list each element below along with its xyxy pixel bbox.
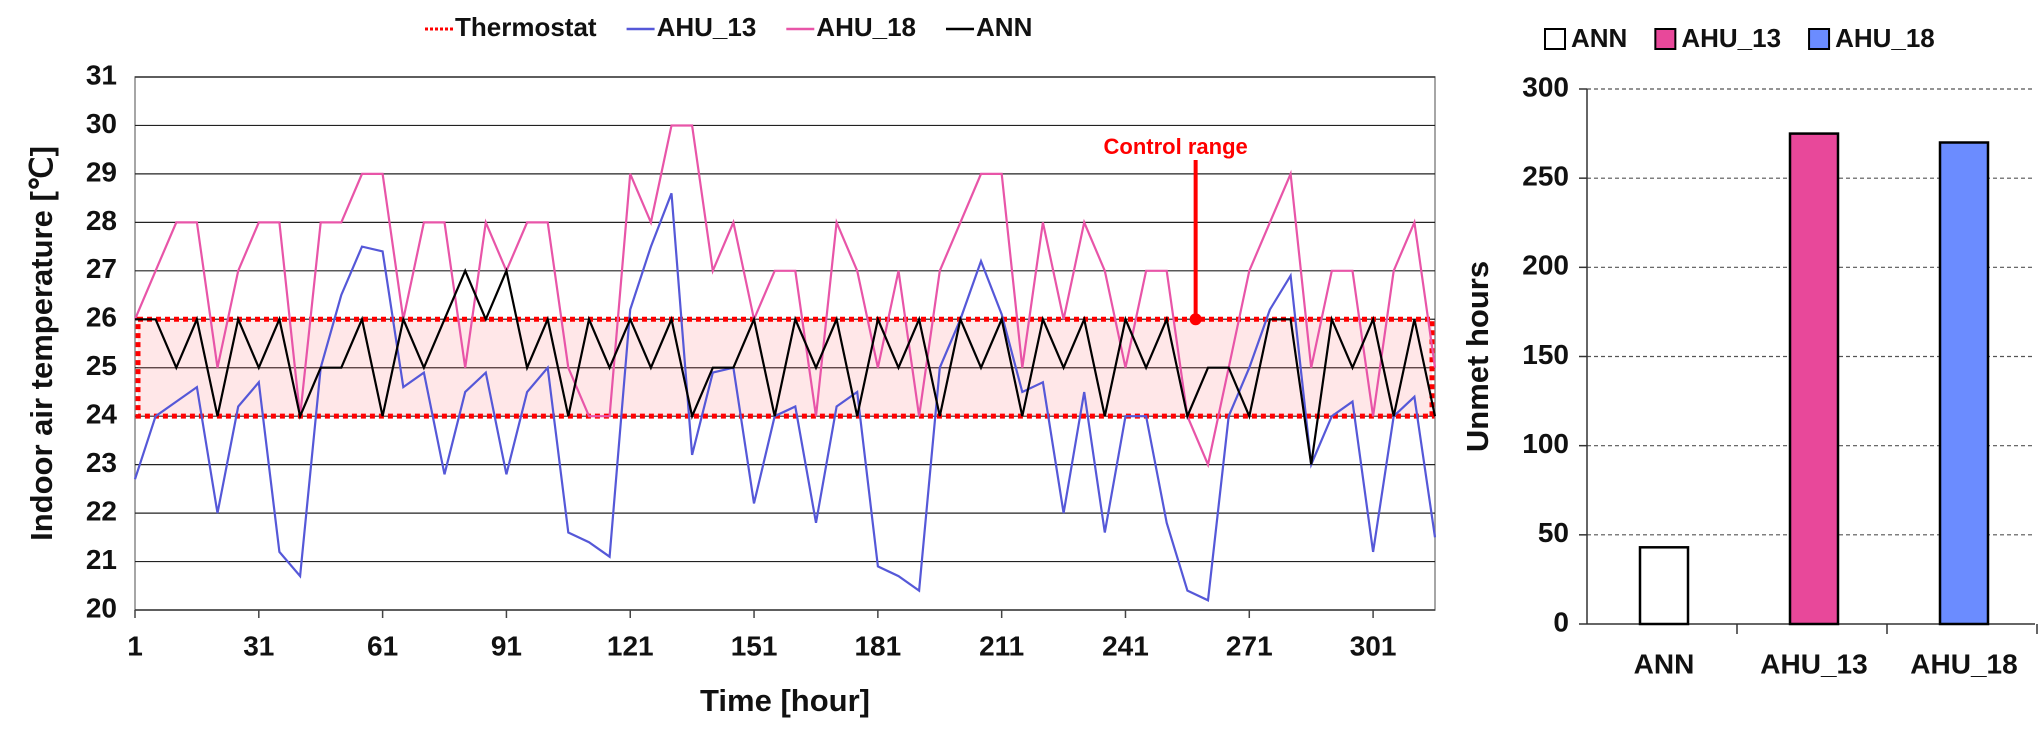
x-tick-label: 301 — [1350, 630, 1397, 661]
x-axis-label: Time [hour] — [700, 683, 870, 718]
y-tick-label: 26 — [86, 302, 117, 333]
y-tick-label: 0 — [1553, 606, 1569, 637]
y-axis-label: Indoor air temperature [℃] — [24, 146, 59, 541]
y-tick-label: 20 — [86, 592, 117, 623]
annotation: Control range — [1104, 134, 1248, 159]
y-tick-label: 100 — [1522, 428, 1569, 459]
bar — [1638, 546, 1690, 626]
legend-swatch — [1544, 28, 1566, 50]
x-tick-label: AHU_13 — [1760, 648, 1867, 679]
bar — [1938, 141, 1990, 626]
x-tick-label: AHU_18 — [1910, 648, 2017, 679]
y-tick-label: 27 — [86, 253, 117, 284]
legend-label: ANN — [976, 12, 1032, 42]
legend-label: AHU_18 — [816, 12, 916, 42]
y-axis-label: Unmet hours — [1460, 261, 1495, 452]
x-tick-label: 271 — [1226, 630, 1273, 661]
y-tick-label: 25 — [86, 350, 117, 381]
y-tick-label: 21 — [86, 544, 117, 575]
x-tick-label: 211 — [979, 630, 1024, 661]
y-tick-label: 150 — [1522, 339, 1569, 370]
y-tick-label: 200 — [1522, 250, 1569, 281]
x-tick-label: 241 — [1102, 630, 1149, 661]
x-tick-label: 31 — [243, 630, 274, 661]
y-tick-label: 22 — [86, 495, 117, 526]
legend-label: Thermostat — [455, 12, 597, 42]
y-tick-label: 30 — [86, 108, 117, 139]
legend-label: AHU_13 — [657, 12, 757, 42]
annotation-dot — [1189, 313, 1202, 326]
series-line — [135, 267, 1437, 465]
x-tick-label: 1 — [127, 630, 143, 661]
legend-swatch — [1654, 28, 1677, 50]
legend-label: AHU_13 — [1681, 23, 1781, 53]
series-line — [133, 124, 1437, 469]
y-tick-label: 50 — [1538, 517, 1569, 548]
y-tick-label: 24 — [86, 399, 118, 430]
x-tick-label: ANN — [1634, 648, 1695, 679]
x-tick-label: 181 — [854, 630, 901, 661]
y-tick-label: 29 — [86, 156, 117, 187]
y-tick-label: 23 — [86, 447, 117, 478]
x-tick-label: 121 — [607, 630, 654, 661]
y-tick-label: 31 — [86, 59, 117, 90]
bar — [1788, 132, 1840, 626]
legend-label: AHU_18 — [1835, 23, 1935, 53]
series-line — [133, 192, 1437, 602]
x-tick-label: 91 — [491, 630, 522, 661]
legend-label: ANN — [1571, 23, 1627, 53]
x-tick-label: 151 — [731, 630, 778, 661]
y-tick-label: 250 — [1522, 161, 1569, 192]
x-tick-label: 61 — [367, 630, 398, 661]
legend-swatch — [1808, 28, 1831, 50]
y-tick-label: 28 — [86, 205, 117, 236]
y-tick-label: 300 — [1522, 71, 1569, 102]
